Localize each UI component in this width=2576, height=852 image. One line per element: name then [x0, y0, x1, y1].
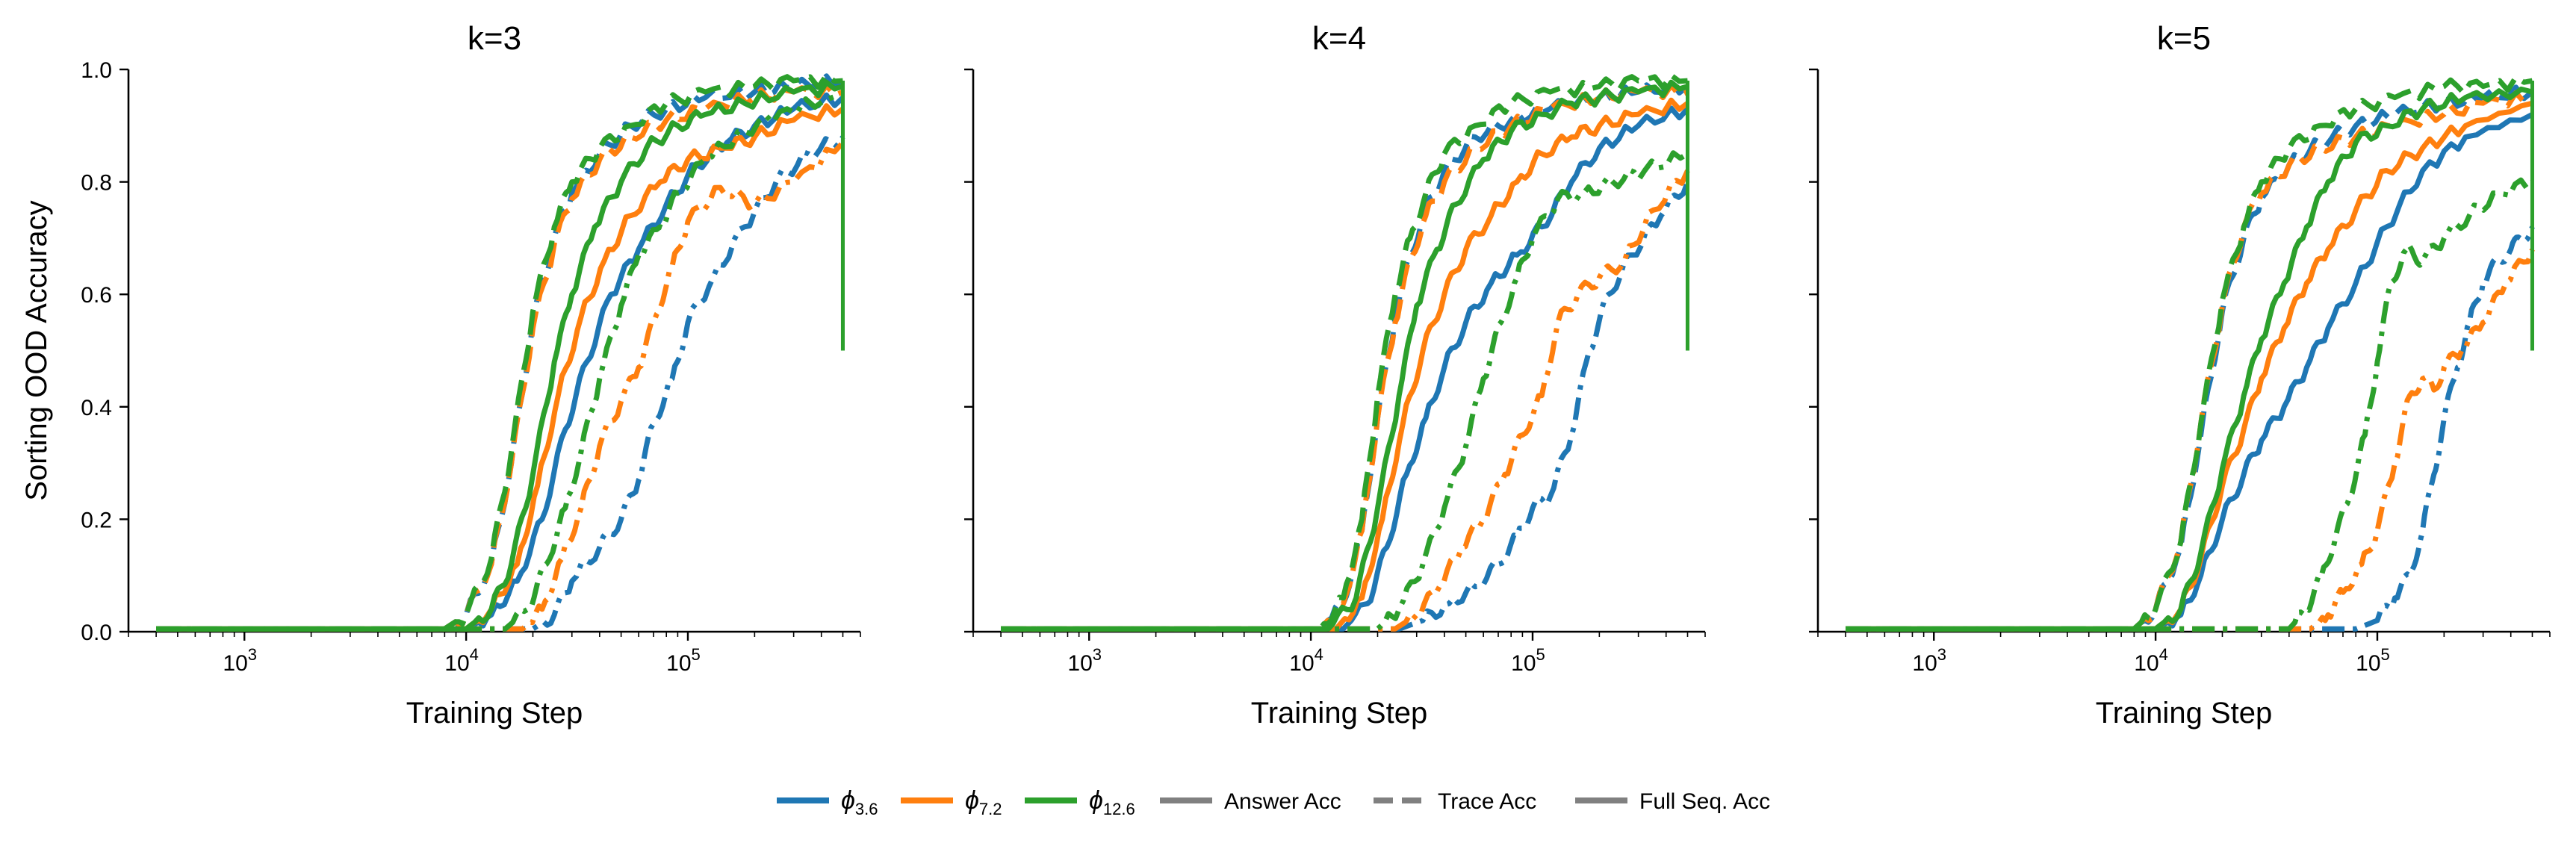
- x-axis-label: Training Step: [2096, 697, 2272, 730]
- series-line: [1001, 97, 1689, 632]
- series-line: [156, 135, 845, 632]
- series-line: [1001, 181, 1690, 632]
- legend-entry: ϕ3.6: [777, 786, 878, 818]
- x-tick-label: 104: [2134, 645, 2168, 676]
- x-tick-label: 105: [2356, 645, 2390, 676]
- series-line: [156, 92, 845, 632]
- panel-1: k=3 0.0 0.2 0.4 0.6 0.8 1.0 103 104 105 Training S…: [20, 20, 861, 730]
- series-line: [1846, 226, 2535, 632]
- series-line: [1001, 79, 1689, 632]
- series-line: [1001, 105, 1690, 632]
- legend-entry: Answer Acc: [1160, 789, 1341, 814]
- series-line: [1846, 84, 2534, 632]
- x-tick-label: 105: [1511, 645, 1545, 676]
- legend: ϕ3.6 ϕ7.2 ϕ12.6 Answer Acc Trace Acc Full Seq…: [777, 786, 1770, 818]
- x-tick-label: 103: [1067, 645, 1102, 676]
- series-line: [156, 73, 845, 632]
- panel-title: k=3: [468, 20, 521, 57]
- series-line: [1846, 90, 2534, 632]
- x-tick-label: 104: [1289, 645, 1323, 676]
- legend-entry: ϕ12.6: [1025, 786, 1135, 818]
- series-line: [1846, 74, 2533, 632]
- x-tick-label: 105: [666, 645, 701, 676]
- legend-label: Answer Acc: [1224, 789, 1341, 814]
- legend-label: ϕ7.2: [965, 786, 1002, 818]
- x-axis-label: Training Step: [1251, 697, 1427, 730]
- legend-label: ϕ3.6: [841, 786, 878, 818]
- x-axis-label: Training Step: [406, 697, 583, 730]
- panel-title: k=5: [2157, 20, 2211, 57]
- y-tick-label: 0.4: [81, 396, 112, 420]
- series-line: [1846, 248, 2535, 632]
- series-line: [156, 79, 844, 632]
- series-line: [1001, 82, 1689, 632]
- legend-entry: Full Seq. Acc: [1575, 789, 1770, 814]
- series-line: [156, 72, 843, 632]
- series-line: [156, 82, 844, 632]
- x-tick-label: 104: [444, 645, 479, 676]
- series-line: [1846, 100, 2533, 632]
- series-line: [1846, 112, 2534, 632]
- legend-entry: ϕ7.2: [901, 786, 1002, 818]
- panel-title: k=4: [1312, 20, 1366, 57]
- series-line: [156, 103, 845, 632]
- series-line: [1001, 170, 1690, 632]
- y-tick-label: 1.0: [81, 58, 112, 83]
- y-tick-label: 0.6: [81, 283, 112, 308]
- series-line: [1001, 150, 1689, 632]
- series-line: [1001, 72, 1688, 632]
- panel-3: k=5 103 104 105 Training Step: [1809, 20, 2551, 730]
- y-axis-label: Sorting OOD Accuracy: [20, 200, 53, 500]
- y-tick-label: 0.2: [81, 508, 112, 532]
- legend-label: ϕ12.6: [1089, 786, 1135, 818]
- y-tick-label: 0.8: [81, 171, 112, 196]
- legend-entry: Trace Acc: [1374, 789, 1536, 814]
- series-line: [156, 140, 845, 632]
- legend-label: Full Seq. Acc: [1639, 789, 1770, 814]
- series-line: [156, 94, 843, 632]
- series-line: [1846, 86, 2533, 632]
- y-tick-label: 0.0: [81, 621, 112, 645]
- x-tick-label: 103: [1912, 645, 1946, 676]
- x-tick-label: 103: [223, 645, 257, 676]
- panel-2: k=4 103 104 105 Training Step: [964, 20, 1706, 730]
- series-line: [1846, 177, 2535, 632]
- legend-label: Trace Acc: [1438, 789, 1536, 814]
